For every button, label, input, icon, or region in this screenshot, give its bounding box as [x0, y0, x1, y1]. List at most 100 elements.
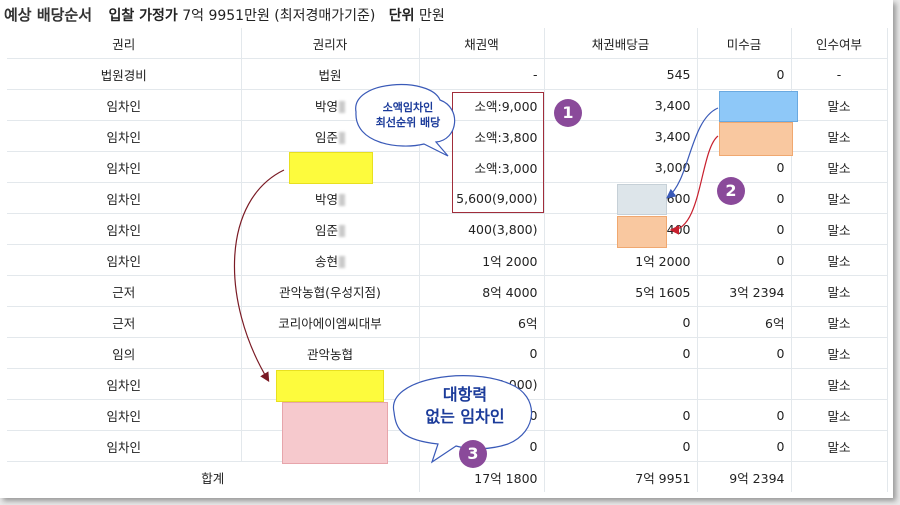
- table-row: 법원경비 법원 -545 0-: [7, 58, 888, 90]
- cell-right: 법원경비: [7, 58, 242, 90]
- cell-dividend: 3,000: [544, 151, 698, 183]
- highlight-dividend-400: [617, 216, 667, 248]
- cell-right: 임차인: [7, 120, 242, 152]
- marker-2: 2: [717, 177, 745, 205]
- cell-claim: -: [419, 58, 545, 90]
- holder-name: 관악농협: [306, 346, 353, 362]
- redacted-mark: [339, 256, 345, 268]
- redacted-mark: [339, 225, 345, 237]
- redacted-mark: [339, 101, 345, 113]
- table-row: 임차인 박영 5,600(9,000) 5,600 0 말소: [7, 182, 888, 214]
- cell-assume: 말소: [791, 430, 888, 462]
- table-total-row: 합계 17억 1800 7억 9951 9억 2394: [7, 461, 888, 492]
- col-header-dividend: 채권배당금: [544, 28, 698, 59]
- unit-value: 만원: [418, 8, 445, 24]
- marker-1: 1: [554, 99, 582, 127]
- cell-assume: -: [791, 58, 888, 90]
- holder-name: 법원: [318, 67, 342, 83]
- highlight-tenant-imhong-1: [289, 152, 373, 184]
- table-header-row: 권리 권리자 채권액 채권배당금 미수금 인수여부: [7, 28, 888, 59]
- page-header: 예상 배당순서 입찰 가정가 7억 9951만원 (최저경매가기준) 단위 만원: [4, 4, 445, 25]
- col-header-holder: 권리자: [241, 28, 420, 59]
- cell-assume: 말소: [791, 368, 888, 400]
- cell-assume: 말소: [791, 306, 888, 338]
- cell-claim: 400(3,800): [419, 213, 545, 245]
- cell-dividend: 0: [544, 399, 698, 431]
- holder-name: 코리아에이엠씨대부: [278, 315, 382, 331]
- cell-claim: 0: [419, 337, 545, 369]
- cell-assume: 말소: [791, 399, 888, 431]
- cell-assume: 말소: [791, 182, 888, 214]
- cell-holder: 법원: [241, 58, 420, 90]
- cell-right: 임차인: [7, 244, 242, 276]
- cell-right: 임차인: [7, 399, 242, 431]
- holder-name: 송현: [314, 253, 338, 269]
- col-header-assume: 인수여부: [791, 28, 888, 59]
- cell-claim: 1억 2000: [419, 244, 545, 276]
- table-row: 근저 관악농협(우성지점) 8억 4000 5억 1605 3억 2394 말소: [7, 275, 888, 307]
- bid-label: 입찰 가정가: [108, 8, 178, 24]
- cell-assume: 말소: [791, 275, 888, 307]
- total-unpaid: 9억 2394: [697, 461, 792, 492]
- holder-name: 박영: [314, 191, 338, 207]
- table-row: 임의 관악농협 0 0 0 말소: [7, 337, 888, 369]
- cell-unpaid: 0: [697, 399, 792, 431]
- unit-label: 단위: [388, 8, 415, 24]
- cell-assume: 말소: [791, 89, 888, 121]
- holder-name: 임준: [314, 222, 338, 238]
- col-header-claim: 채권액: [419, 28, 545, 59]
- cell-holder: 박영: [241, 182, 420, 214]
- cell-right: 근저: [7, 306, 242, 338]
- cell-dividend: 0: [544, 337, 698, 369]
- cell-unpaid: 0: [697, 213, 792, 245]
- distribution-table: 권리 권리자 채권액 채권배당금 미수금 인수여부 법원경비 법원 -545 0- 임차…: [7, 28, 888, 492]
- holder-name: 박영: [314, 98, 338, 114]
- cell-right: 임차인: [7, 430, 242, 462]
- cell-claim: 8억 4000: [419, 275, 545, 307]
- cell-unpaid: 0: [697, 430, 792, 462]
- total-assume: [791, 461, 888, 492]
- col-header-unpaid: 미수금: [697, 28, 792, 59]
- cell-unpaid: 0: [697, 151, 792, 183]
- highlight-unpaid-400: [719, 122, 793, 156]
- bid-value: 7억 9951만원 (최저경매가기준): [182, 8, 376, 24]
- cell-assume: 말소: [791, 244, 888, 276]
- cell-holder: 코리아에이엠씨대부: [241, 306, 420, 338]
- highlight-dividend-5600: [617, 184, 667, 215]
- cell-holder: 송현: [241, 244, 420, 276]
- holder-name: 관악농협(우성지점): [279, 284, 381, 300]
- cell-dividend: 545: [544, 58, 698, 90]
- cell-holder: 관악농협(우성지점): [241, 275, 420, 307]
- holder-name: 임준: [314, 129, 338, 145]
- highlight-unpaid-5600: [719, 91, 798, 122]
- cell-unpaid: 0: [697, 337, 792, 369]
- cell-unpaid: 0: [697, 244, 792, 276]
- small-claims-redbox: [452, 92, 544, 213]
- cell-right: 근저: [7, 275, 242, 307]
- highlight-tenant-imhong-2: [276, 370, 384, 402]
- redacted-mark: [339, 194, 345, 206]
- cell-assume: 말소: [791, 213, 888, 245]
- cell-claim: 소액:3,000: [419, 151, 545, 183]
- col-header-right: 권리: [7, 28, 242, 59]
- cell-unpaid: 0: [697, 58, 792, 90]
- table-row: 근저 코리아에이엠씨대부 6억 0 6억 말소: [7, 306, 888, 338]
- cell-unpaid: 3억 2394: [697, 275, 792, 307]
- cell-right: 임차인: [7, 151, 242, 183]
- cell-holder: 관악농협: [241, 337, 420, 369]
- callout-text-2: 대항력 없는 임차인: [425, 385, 505, 426]
- cell-dividend: 0: [544, 430, 698, 462]
- cell-right: 임차인: [7, 182, 242, 214]
- table-row: 임차인 임준 400(3,800) 400 0 말소: [7, 213, 888, 245]
- callout-text-1: 소액임차인 최선순위 배당: [375, 101, 441, 129]
- cell-assume: 말소: [791, 120, 888, 152]
- cell-dividend: 1억 2000: [544, 244, 698, 276]
- cell-dividend: [544, 368, 698, 400]
- cell-right: 임차인: [7, 213, 242, 245]
- cell-claim: 5,600(9,000): [419, 182, 545, 214]
- cell-dividend: 5억 1605: [544, 275, 698, 307]
- cell-dividend: 0: [544, 306, 698, 338]
- document-page: 예상 배당순서 입찰 가정가 7억 9951만원 (최저경매가기준) 단위 만원…: [0, 0, 893, 498]
- table-row: 임차인 송현 1억 2000 1억 2000 0 말소: [7, 244, 888, 276]
